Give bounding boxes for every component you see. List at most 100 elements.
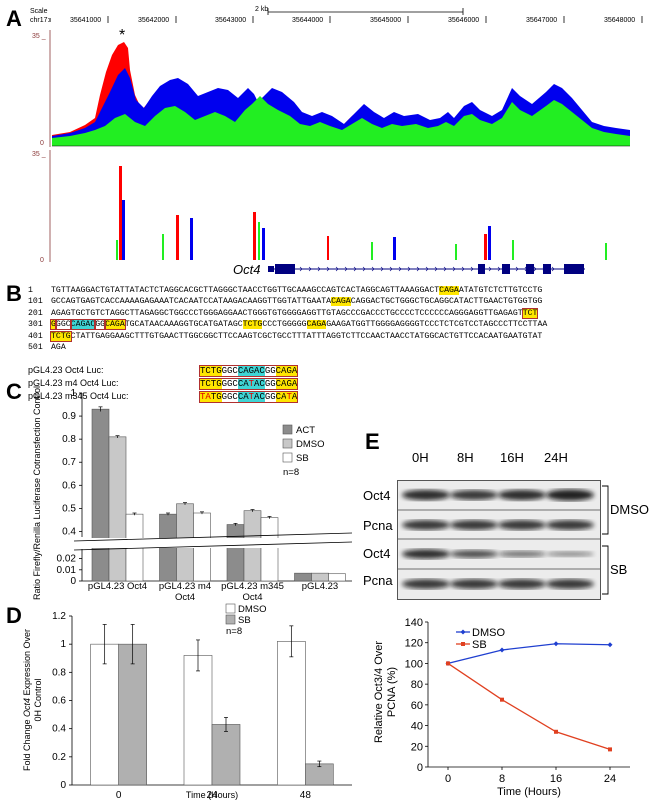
- chart-d-ytick: 0.6: [52, 696, 66, 707]
- coordinate-tick-label: 35642000: [138, 17, 169, 24]
- chart-c-legend-label: ACT: [296, 425, 315, 436]
- chart-e-ytick: 60: [411, 700, 423, 712]
- green-coverage-profile: [52, 96, 630, 146]
- chart-d-ytick: 0.8: [52, 667, 66, 678]
- chart-c-legend-label: SB: [296, 453, 309, 464]
- chart-c-bar: [328, 573, 346, 582]
- chart-e-xtick: 8: [499, 773, 505, 785]
- chart-d-bar: [118, 643, 147, 786]
- chart-c-category-label: pGL4.23: [302, 581, 338, 592]
- chart-e-point: [607, 642, 613, 648]
- sequence-line: 101 GCCAGTGAGTCACCAAAAGAGAAATCACAATCCATAA…: [28, 297, 543, 307]
- chart-c-bar: [91, 408, 110, 582]
- chart-d-xlabel: Time (Hours): [186, 790, 238, 800]
- gene-label: Oct4: [233, 262, 260, 277]
- blot-row-label: Oct4: [363, 488, 391, 503]
- promoter-sequence: 1 TGTTAAGGACTGTATTATACTCTAGGCACGCTTAGGGCT…: [28, 285, 649, 404]
- blot-group-label: SB: [610, 562, 627, 577]
- peak-asterisk: *: [119, 27, 125, 44]
- chart-d-note: n=8: [226, 626, 242, 637]
- chart-e-ytick: 0: [417, 762, 423, 774]
- dmso-bracket: [602, 485, 609, 535]
- construct-motif: TATGGGCCATACGGCATA: [198, 391, 299, 404]
- chart-c-legend-swatch: [282, 452, 293, 463]
- panel-label-c: C: [6, 379, 22, 404]
- blot-band: [402, 520, 450, 530]
- sb-bracket: [602, 545, 609, 595]
- coordinate-tick-label: 35643000: [215, 17, 246, 24]
- construct-row: pGL4.23 Oct4 Luc: TCTGGGCCAGACGGCAGA: [28, 364, 649, 378]
- construct-name: pGL4.23 m4 Oct4 Luc:: [28, 378, 119, 389]
- chart-d-ytick: 1.2: [52, 611, 66, 622]
- blot-band: [498, 520, 546, 530]
- chart-c-bar: [260, 517, 279, 582]
- chart-d-legend-label: SB: [238, 615, 251, 626]
- chart-c-legend-label: DMSO: [296, 439, 325, 450]
- axis-break-mark: [73, 532, 353, 542]
- chart-d-legend-swatch: [225, 603, 236, 614]
- chart-c-ytick: 0.8: [62, 434, 76, 445]
- panel-label-a: A: [6, 6, 22, 31]
- construct-row: pGL4.23 m345 Oct4 Luc: TATGGGCCATACGGCATA: [28, 390, 649, 404]
- sequence-line: 301 GGGCCAGACGGCAGATGCATAACAAAGGTGCATGATA…: [28, 319, 548, 331]
- blot-row-label: Pcna: [363, 518, 393, 533]
- y-max-top: 35 _: [32, 33, 46, 40]
- blot-band: [450, 520, 498, 530]
- chart-c-ytick: 0.01: [57, 565, 77, 576]
- blot-band: [450, 579, 498, 589]
- chart-e-ytick: 100: [405, 658, 423, 670]
- chart-e-series-line: [447, 643, 611, 665]
- chart-e-ytick: 140: [405, 617, 423, 629]
- construct-motif: TCTGGGCCAGACGGCAGA: [198, 365, 299, 378]
- chart-e-xtick: 24: [604, 773, 616, 785]
- sequence-line: 401 TCTGCTATTGAGGAAGCTTTGTGAACTTGGCGGCTTC…: [28, 330, 543, 342]
- blot-band: [546, 551, 594, 557]
- construct-row: pGL4.23 m4 Oct4 Luc: TCTGGGCCATACGGCAGA: [28, 377, 649, 391]
- chart-e-point: [446, 661, 450, 666]
- sequence-line: 501 AGA: [28, 343, 66, 353]
- axis-break-mark: [73, 541, 353, 551]
- chart-c-ytick: 0.5: [62, 503, 76, 514]
- blot-band: [402, 579, 450, 589]
- chart-c-ytick: 0.02: [57, 554, 77, 565]
- chrom-label: chr17:: [30, 17, 50, 24]
- chart-e-ytick: 120: [405, 638, 423, 650]
- construct-name: pGL4.23 Oct4 Luc:: [28, 365, 104, 376]
- chart-c-bar: [311, 572, 329, 582]
- panel-label-e: E: [365, 429, 380, 454]
- chart-c-ytick: 0.7: [62, 457, 76, 468]
- chart-e-ytick: 80: [411, 679, 423, 691]
- construct-motif: TCTGGGCCATACGGCAGA: [198, 378, 299, 391]
- chart-e-point: [554, 729, 558, 734]
- chart-e-point: [500, 697, 504, 702]
- coordinate-tick-label: 35646000: [448, 17, 479, 24]
- peak-sticks: [116, 166, 607, 260]
- chart-e-ylabel-line1: Relative Oct3/4 Over: [373, 641, 385, 743]
- chart-c-ytick: 0.9: [62, 411, 76, 422]
- chart-c-legend-swatch: [282, 424, 293, 435]
- chart-c-category-label: pGL4.23 Oct4: [88, 581, 147, 592]
- blot-row-label: Pcna: [363, 573, 393, 588]
- blot-band: [402, 549, 450, 559]
- blot-time-label: 8H: [457, 450, 474, 465]
- chart-d-xtick: 48: [300, 790, 312, 800]
- chart-c-category-label: pGL4.23 m4 Oct4: [159, 581, 211, 600]
- chart-d-ytick: 1: [60, 639, 66, 650]
- chart-e-point: [608, 747, 612, 752]
- chart-e-ytick: 20: [411, 741, 423, 753]
- panel-label-d: D: [6, 603, 22, 628]
- blot-band: [402, 489, 450, 501]
- chart-c-bar: [108, 436, 127, 582]
- scale-bar: 2 kb: [255, 6, 464, 15]
- blot-group-label: DMSO: [610, 502, 649, 517]
- chart-c-bar: [294, 572, 312, 582]
- chart-c-bar: [226, 524, 245, 582]
- y-max-bottom: 35 _: [32, 151, 46, 158]
- blot-row-label: Oct4: [363, 546, 391, 561]
- chart-e-legend-label: SB: [472, 639, 487, 651]
- chart-c-note: n=8: [283, 467, 299, 478]
- chart-e-xtick: 16: [550, 773, 562, 785]
- sequence-line-number: 401: [28, 331, 43, 341]
- chart-d-legend-swatch: [225, 614, 236, 625]
- chart-c-legend-swatch: [282, 438, 293, 449]
